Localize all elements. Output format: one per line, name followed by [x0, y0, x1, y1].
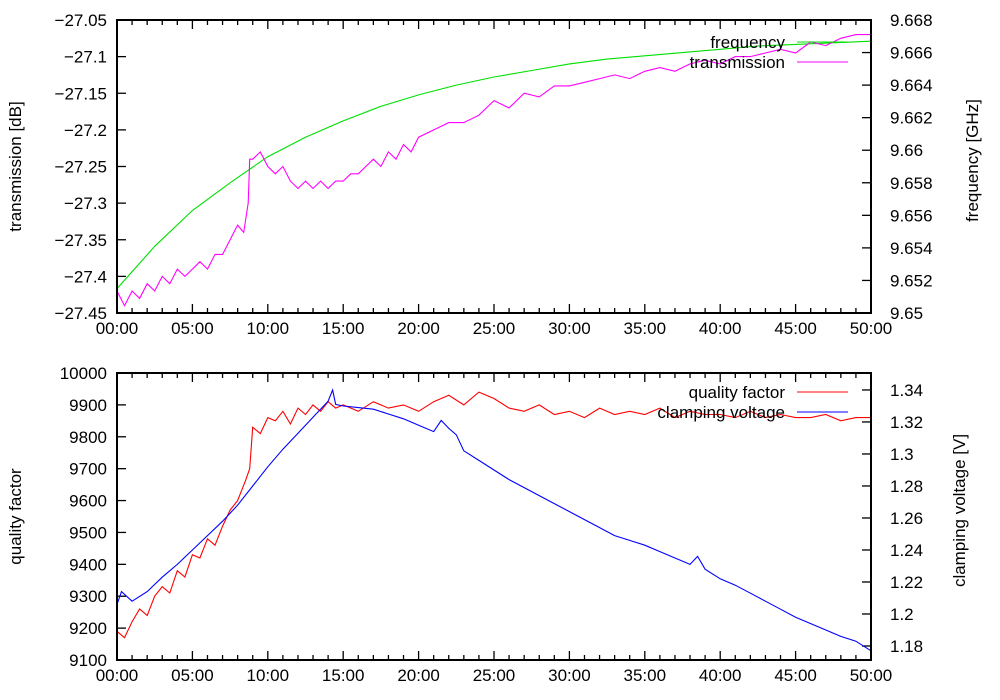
x-tick-label: 15:00	[322, 319, 365, 338]
y-tick-label: 9500	[69, 523, 107, 542]
y-tick-label: 9100	[69, 651, 107, 670]
y2-tick-label: 1.28	[890, 477, 923, 496]
y2-tick-label: 1.18	[890, 637, 923, 656]
y-axis-label: transmission [dB]	[6, 101, 25, 231]
panel-2	[116, 372, 872, 661]
y-tick-label: 9700	[69, 460, 107, 479]
panel-1	[116, 19, 872, 314]
y2-tick-label: 1.32	[890, 413, 923, 432]
y2-axis-label: frequency [GHz]	[963, 99, 982, 222]
legend-label: transmission	[690, 53, 785, 72]
y2-tick-label: 9.666	[890, 44, 933, 63]
y-tick-label: 9300	[69, 587, 107, 606]
y-tick-label: 9800	[69, 428, 107, 447]
y2-tick-label: 9.652	[890, 271, 933, 290]
y-tick-label: −27.15	[55, 84, 107, 103]
x-tick-label: 05:00	[171, 666, 214, 685]
y-tick-label: 9900	[69, 396, 107, 415]
plot-frame	[116, 372, 872, 661]
legend-label: quality factor	[689, 383, 786, 402]
x-tick-label: 20:00	[397, 319, 440, 338]
y2-tick-label: 1.3	[890, 445, 914, 464]
x-tick-label: 00:00	[96, 319, 139, 338]
y-axis-label: quality factor	[6, 468, 25, 565]
y-tick-label: 9200	[69, 619, 107, 638]
x-tick-label: 10:00	[247, 319, 290, 338]
x-tick-label: 40:00	[699, 666, 742, 685]
y2-tick-label: 9.654	[890, 239, 933, 258]
x-tick-label: 05:00	[171, 319, 214, 338]
x-tick-label: 30:00	[548, 319, 591, 338]
series-line-clamping-voltage	[116, 388, 872, 652]
y2-tick-label: 1.2	[890, 605, 914, 624]
y2-tick-label: 1.26	[890, 509, 923, 528]
y-tick-label: −27.1	[64, 48, 107, 67]
y-tick-label: −27.35	[55, 231, 107, 250]
y2-tick-label: 9.65	[890, 304, 923, 323]
x-tick-label: 45:00	[774, 666, 817, 685]
x-tick-label: 20:00	[397, 666, 440, 685]
y2-tick-label: 9.658	[890, 174, 933, 193]
y2-tick-label: 9.668	[890, 11, 933, 30]
x-tick-label: 00:00	[96, 666, 139, 685]
x-tick-label: 30:00	[548, 666, 591, 685]
x-tick-label: 35:00	[624, 666, 667, 685]
y-tick-label: −27.4	[64, 267, 107, 286]
legend-label: clamping voltage	[657, 403, 785, 422]
y2-tick-label: 9.656	[890, 206, 933, 225]
x-tick-label: 15:00	[322, 666, 365, 685]
y-tick-label: −27.3	[64, 194, 107, 213]
y-tick-label: 9400	[69, 555, 107, 574]
y-tick-label: −27.05	[55, 11, 107, 30]
series-line-quality-factor	[116, 391, 871, 639]
y-tick-label: 9600	[69, 492, 107, 511]
y2-tick-label: 9.66	[890, 141, 923, 160]
series-line-frequency	[116, 40, 872, 289]
x-tick-label: 25:00	[473, 319, 516, 338]
x-tick-label: 40:00	[699, 319, 742, 338]
y-tick-label: −27.45	[55, 304, 107, 323]
y2-tick-label: 1.24	[890, 541, 923, 560]
y-tick-label: 10000	[60, 364, 107, 383]
y2-tick-label: 1.22	[890, 573, 923, 592]
y-tick-label: −27.2	[64, 121, 107, 140]
x-tick-label: 10:00	[247, 666, 290, 685]
x-tick-label: 35:00	[624, 319, 667, 338]
x-tick-label: 25:00	[473, 666, 516, 685]
y2-tick-label: 9.664	[890, 76, 933, 95]
legend-label: frequency	[710, 33, 785, 52]
x-tick-label: 50:00	[850, 319, 893, 338]
plot-frame	[116, 19, 872, 314]
y-tick-label: −27.25	[55, 158, 107, 177]
y2-axis-label: clamping voltage [V]	[950, 434, 969, 587]
series-line-transmission	[116, 34, 871, 307]
x-tick-label: 45:00	[774, 319, 817, 338]
x-tick-label: 50:00	[850, 666, 893, 685]
y2-tick-label: 9.662	[890, 109, 933, 128]
y2-tick-label: 1.34	[890, 381, 923, 400]
